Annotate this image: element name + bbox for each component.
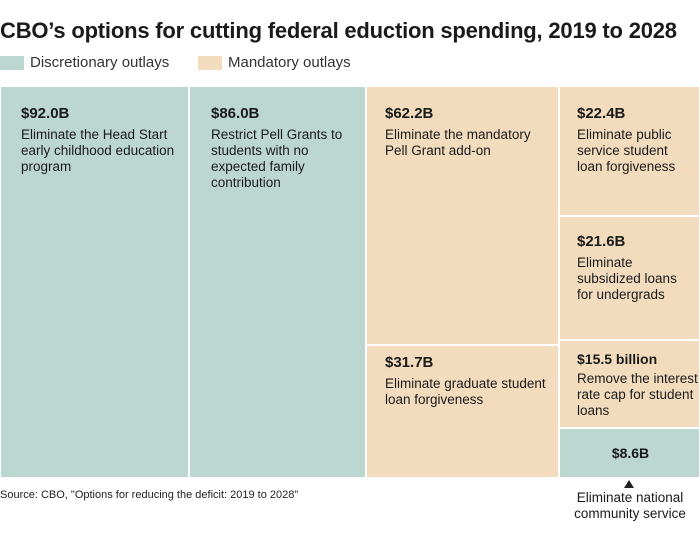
treemap-cell: $21.6B Eliminate subsidized loans for und… [559,216,700,340]
cell-value: $15.5 billion [577,351,658,367]
legend-item-mandatory: Mandatory outlays [198,54,351,71]
callout-label-community-service: Eliminate national community service [574,490,686,521]
treemap-cell: $15.5 billion Remove the interest rate ca… [559,340,700,428]
legend-item-discretionary: Discretionary outlays [0,54,169,71]
legend-label-mandatory: Mandatory outlays [228,54,351,71]
legend-swatch-mandatory [198,55,222,70]
cell-label: Eliminate public service student loan fo… [577,127,676,174]
legend-label-discretionary: Discretionary outlays [30,54,170,71]
cell-label: Eliminate graduate student loan forgiven… [385,376,546,407]
treemap-cell: $22.4B Eliminate public service student l… [559,86,700,216]
cell-label: Eliminate the Head Start early childhood… [21,127,175,174]
cell-value: $8.6B [611,445,650,461]
treemap-cell: $8.6B [559,428,700,478]
legend-swatch-discretionary [0,55,24,70]
cell-value: $92.0B [21,105,70,122]
treemap: $92.0B Eliminate the Head Start early chi… [0,86,700,478]
cell-label: Remove the interest rate cap for student… [577,371,698,418]
cell-value: $31.7B [385,354,434,371]
treemap-cell: $62.2B Eliminate the mandatory Pell Grant… [366,86,559,345]
treemap-cell: $92.0B Eliminate the Head Start early chi… [0,86,189,478]
treemap-cell: $86.0B Restrict Pell Grants to students w… [189,86,366,478]
source-note: Source: CBO, "Options for reducing the d… [0,489,299,501]
treemap-cell: $31.7B Eliminate graduate student loan fo… [366,345,559,478]
cell-value: $22.4B [577,105,626,122]
cell-value: $86.0B [211,105,260,122]
chart-title: CBO’s options for cutting federal educti… [0,18,677,43]
cell-value: $62.2B [385,105,434,122]
cell-label: Restrict Pell Grants to students with no… [211,127,343,190]
cell-label: Eliminate the mandatory Pell Grant add-o… [385,127,531,158]
callout-arrow-icon [624,480,634,488]
cell-label: Eliminate subsidized loans for undergrad… [577,255,677,302]
cell-value: $21.6B [577,233,626,250]
